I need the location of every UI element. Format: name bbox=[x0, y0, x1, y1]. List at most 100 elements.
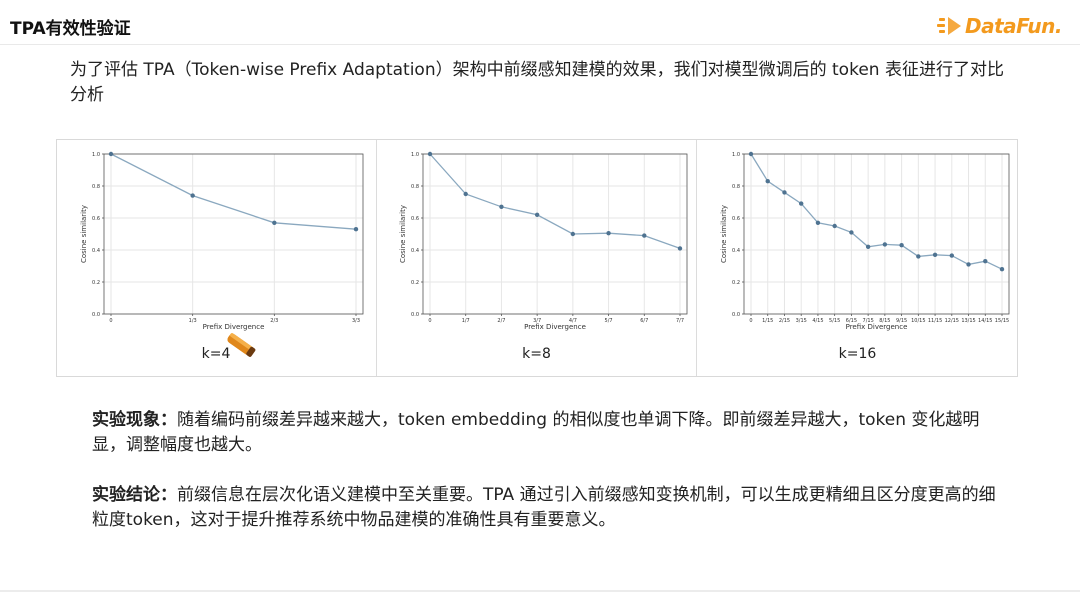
x-tick-label: 7/15 bbox=[863, 318, 874, 324]
y-tick-label: 1.0 bbox=[411, 152, 419, 158]
x-tick-label: 12/15 bbox=[945, 318, 959, 324]
footer-divider bbox=[0, 590, 1080, 592]
series-line bbox=[429, 153, 681, 250]
y-tick-label: 1.0 bbox=[92, 152, 100, 158]
y-tick-label: 0.6 bbox=[411, 216, 419, 222]
observation-paragraph: 实验现象：随着编码前缀差异越来越大，token embedding 的相似度也单… bbox=[92, 408, 1012, 458]
data-point bbox=[832, 223, 837, 229]
data-point bbox=[999, 267, 1005, 272]
x-axis-label: Prefix Divergence bbox=[846, 323, 908, 331]
datafun-logo: DataFun. bbox=[937, 14, 1062, 38]
data-point bbox=[782, 190, 787, 195]
x-tick-label: 5/15 bbox=[829, 318, 840, 324]
y-tick-label: 0.8 bbox=[411, 184, 419, 190]
x-tick-label: 9/15 bbox=[896, 318, 907, 324]
y-tick-label: 0.6 bbox=[732, 216, 740, 222]
data-point bbox=[427, 151, 433, 157]
data-point bbox=[849, 230, 854, 235]
x-tick-label: 6/15 bbox=[846, 318, 857, 324]
data-point bbox=[570, 231, 576, 237]
data-point bbox=[932, 252, 938, 257]
data-point bbox=[642, 233, 647, 238]
y-tick-label: 0.4 bbox=[732, 248, 740, 254]
y-tick-label: 0.8 bbox=[92, 184, 100, 190]
data-point bbox=[815, 220, 821, 225]
data-point bbox=[606, 231, 611, 236]
chart-panel-k16: 0.0 0.2 0.4 0.6 0.8 1.0 0 1/15 2/15 3/15 4/15 5/15 6… bbox=[696, 140, 1018, 376]
y-tick-label: 0.4 bbox=[411, 248, 419, 254]
y-tick-label: 0.0 bbox=[92, 312, 100, 318]
y-tick-label: 0.0 bbox=[411, 312, 419, 318]
conclusion-paragraph: 实验结论：前缀信息在层次化语义建模中至关重要。TPA 通过引入前缀感知变换机制，… bbox=[92, 483, 1012, 533]
chart-k8: 0.0 0.2 0.4 0.6 0.8 1.0 0 1/7 2/7 3/7 4/7 5/7 6/7 7/7… bbox=[399, 151, 688, 331]
logo-text: DataFun. bbox=[965, 14, 1062, 38]
data-point bbox=[272, 220, 277, 225]
x-tick-label: 14/15 bbox=[978, 318, 992, 324]
y-tick-label: 0.2 bbox=[411, 280, 419, 286]
data-point bbox=[499, 204, 504, 209]
x-axis-label: Prefix Divergence bbox=[524, 323, 586, 331]
x-tick-label: 4/7 bbox=[569, 318, 577, 324]
data-point bbox=[966, 262, 971, 267]
y-axis-label: Cosine similarity bbox=[720, 205, 728, 263]
data-point bbox=[899, 243, 904, 248]
x-tick-label: 15/15 bbox=[995, 318, 1009, 324]
y-tick-label: 0.2 bbox=[92, 280, 100, 286]
data-point bbox=[190, 193, 195, 198]
chart-panel-k4: 0.0 0.2 0.4 0.6 0.8 1.0 0 1/3 2/3 3/3 Prefix Diver… bbox=[57, 140, 375, 376]
header-divider bbox=[0, 44, 1080, 45]
x-tick-label: 1/15 bbox=[762, 318, 773, 324]
observation-text: 随着编码前缀差异越来越大，token embedding 的相似度也单调下降。即… bbox=[92, 410, 980, 455]
similarity-figure: 0.0 0.2 0.4 0.6 0.8 1.0 0 1/3 2/3 3/3 Prefix Diver… bbox=[56, 139, 1018, 377]
x-tick-label: 8/15 bbox=[879, 318, 890, 324]
x-tick-label: 0 bbox=[109, 318, 112, 324]
slide-title: TPA有效性验证 bbox=[10, 19, 131, 39]
plot-frame bbox=[103, 153, 364, 315]
y-tick-label: 0.0 bbox=[732, 312, 740, 318]
chart-panel-k8: 0.0 0.2 0.4 0.6 0.8 1.0 0 1/7 2/7 3/7 4/7 5/7 6/7 7/7… bbox=[376, 140, 696, 376]
data-point bbox=[534, 212, 540, 217]
data-point bbox=[983, 259, 988, 264]
chart-caption-k16: k=16 bbox=[838, 346, 877, 362]
x-tick-label: 11/15 bbox=[928, 318, 942, 324]
x-tick-label: 7/7 bbox=[676, 318, 684, 324]
data-point bbox=[865, 244, 871, 249]
x-tick-label: 2/7 bbox=[497, 318, 505, 324]
y-tick-label: 0.8 bbox=[732, 184, 740, 190]
y-axis-label: Cosine similarity bbox=[399, 205, 407, 263]
data-point bbox=[353, 227, 359, 232]
chart-caption-k8: k=8 bbox=[522, 346, 551, 362]
x-tick-label: 2/15 bbox=[779, 318, 790, 324]
data-point bbox=[108, 151, 114, 157]
chart-k4: 0.0 0.2 0.4 0.6 0.8 1.0 0 1/3 2/3 3/3 Prefix Diver… bbox=[80, 151, 364, 331]
observation-lead: 实验现象： bbox=[92, 410, 177, 430]
x-tick-label: 1/7 bbox=[462, 318, 470, 324]
x-tick-label: 0 bbox=[428, 318, 431, 324]
x-tick-label: 2/3 bbox=[270, 318, 278, 324]
data-point bbox=[882, 242, 888, 247]
data-point bbox=[463, 191, 468, 197]
datafun-logo-icon bbox=[937, 17, 962, 35]
x-tick-label: 6/7 bbox=[640, 318, 648, 324]
laser-pointer-icon bbox=[227, 333, 256, 357]
y-tick-label: 0.2 bbox=[732, 280, 740, 286]
x-tick-label: 10/15 bbox=[911, 318, 925, 324]
data-point bbox=[799, 201, 804, 206]
x-tick-label: 1/3 bbox=[189, 318, 197, 324]
x-tick-label: 0 bbox=[749, 318, 752, 324]
plot-frame bbox=[743, 153, 1010, 315]
x-tick-label: 3/15 bbox=[796, 318, 807, 324]
chart-caption-k4: k=4 bbox=[201, 346, 231, 362]
x-axis-label: Prefix Divergence bbox=[203, 323, 265, 331]
data-point bbox=[765, 179, 770, 184]
conclusion-lead: 实验结论： bbox=[92, 485, 177, 505]
y-tick-label: 1.0 bbox=[732, 152, 740, 158]
intro-text: 为了评估 TPA（Token-wise Prefix Adaptation）架构… bbox=[70, 60, 1004, 105]
data-point bbox=[949, 253, 954, 258]
series-line bbox=[110, 153, 357, 230]
x-tick-label: 5/7 bbox=[605, 318, 613, 324]
x-tick-label: 4/15 bbox=[812, 318, 823, 324]
y-tick-label: 0.4 bbox=[92, 248, 100, 254]
plot-frame bbox=[422, 153, 688, 315]
y-tick-label: 0.6 bbox=[92, 216, 100, 222]
